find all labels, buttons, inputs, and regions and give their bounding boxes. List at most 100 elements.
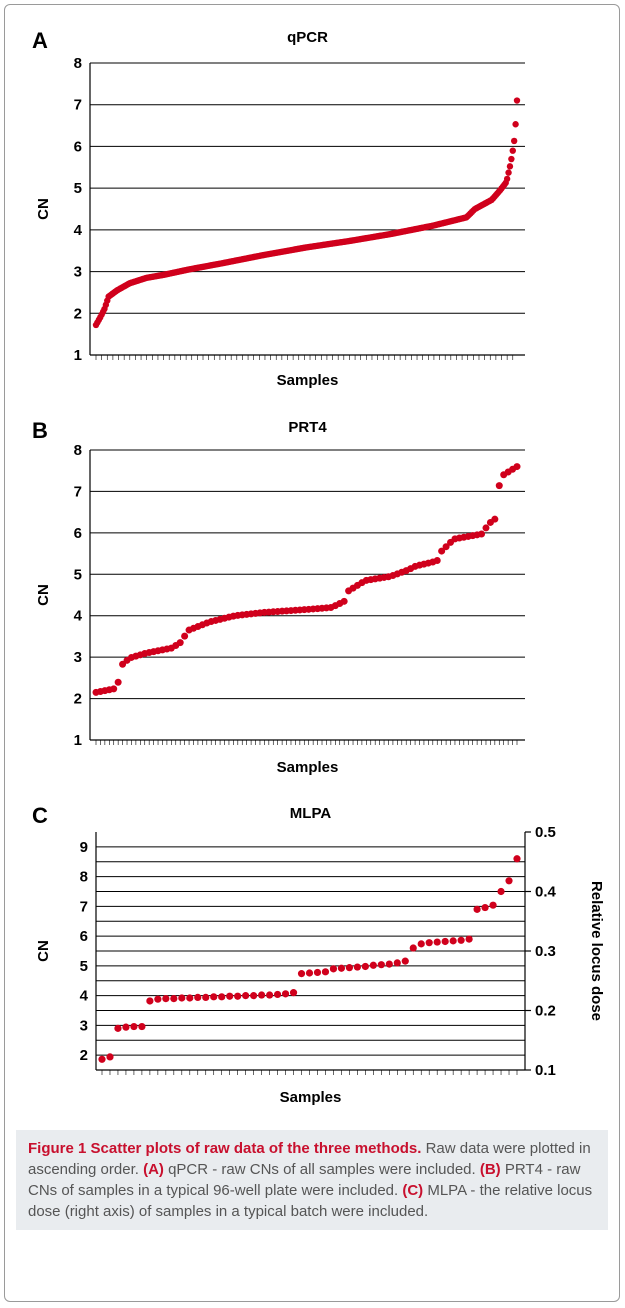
- panel-letter: C: [32, 803, 48, 828]
- data-point: [181, 632, 189, 640]
- data-point: [273, 990, 282, 999]
- data-point: [258, 991, 266, 999]
- data-point: [313, 968, 322, 977]
- data-point: [495, 482, 503, 490]
- y-tick-label: 2: [74, 691, 82, 708]
- y-tick-label: 3: [74, 264, 82, 281]
- data-point: [218, 993, 226, 1001]
- data-point: [465, 935, 473, 943]
- y-tick-label: 2: [74, 305, 82, 322]
- data-point: [242, 992, 250, 1000]
- data-point: [508, 155, 515, 163]
- x-axis-label: Samples: [277, 759, 339, 776]
- data-point: [417, 940, 425, 948]
- figure-frame: [4, 4, 620, 1302]
- y-tick-label: 7: [74, 483, 82, 500]
- chart-title: PRT4: [288, 419, 327, 436]
- panel-letter: B: [32, 418, 48, 443]
- y-tick-label: 6: [80, 928, 88, 945]
- data-point: [482, 524, 490, 532]
- data-point: [289, 989, 298, 997]
- y-tick-label: 8: [74, 55, 82, 72]
- x-axis-label: Samples: [277, 372, 339, 389]
- data-point: [234, 992, 242, 1000]
- data-point: [321, 968, 330, 976]
- panel-letter: A: [32, 28, 48, 53]
- data-point: [513, 855, 521, 863]
- data-point: [512, 121, 519, 128]
- data-point: [186, 994, 194, 1002]
- caption-label-b: (B): [479, 1161, 501, 1178]
- data-point: [385, 960, 393, 968]
- chart-title: MLPA: [290, 805, 332, 822]
- data-point: [497, 887, 505, 896]
- y-tick-label: 5: [74, 180, 82, 197]
- y-tick-label: 9: [80, 839, 88, 856]
- data-point: [449, 937, 457, 945]
- data-point: [210, 993, 218, 1001]
- data-point: [433, 938, 441, 946]
- data-point: [170, 995, 178, 1003]
- data-point: [114, 678, 122, 686]
- data-point: [506, 163, 514, 170]
- y-tick-label: 1: [74, 732, 82, 749]
- y-tick-label: 4: [74, 608, 83, 625]
- data-point: [106, 1053, 114, 1061]
- data-point: [98, 1055, 106, 1063]
- data-point: [377, 961, 385, 969]
- y-axis-label: CN: [35, 584, 52, 606]
- data-point: [178, 994, 186, 1002]
- data-point: [345, 964, 354, 972]
- caption-text-b: PRT4 - raw CNs of samples in a typical 9…: [28, 1161, 581, 1199]
- y2-axis-label: Relative locus dose: [588, 881, 605, 1021]
- figure-caption: Figure 1 Scatter plots of raw data of th…: [16, 1130, 608, 1230]
- data-point: [505, 169, 512, 176]
- data-point: [110, 685, 118, 693]
- data-point: [194, 993, 202, 1002]
- y-tick-label: 7: [80, 898, 88, 915]
- data-point: [503, 175, 511, 183]
- data-point: [226, 992, 234, 1000]
- data-point: [154, 995, 162, 1003]
- y-tick-label: 5: [74, 566, 82, 583]
- y-tick-label: 4: [74, 222, 83, 239]
- y-tick-label: 3: [80, 1017, 88, 1034]
- data-point: [130, 1022, 138, 1031]
- data-point: [513, 97, 521, 104]
- y-axis-label: CN: [35, 940, 52, 962]
- data-point: [457, 936, 465, 944]
- caption-label-a: (A): [143, 1161, 164, 1178]
- data-point: [265, 991, 274, 999]
- data-point: [510, 137, 518, 145]
- y-tick-label: 2: [80, 1047, 88, 1064]
- data-point: [250, 992, 258, 1000]
- data-point: [297, 970, 306, 978]
- data-point: [114, 1024, 122, 1032]
- y-tick-label: 7: [74, 97, 82, 114]
- y-tick-label: 6: [74, 525, 82, 542]
- data-point: [361, 962, 369, 971]
- data-point: [393, 959, 401, 967]
- data-point: [146, 997, 154, 1005]
- data-point: [442, 543, 450, 551]
- data-point: [329, 965, 338, 973]
- data-point: [162, 995, 170, 1003]
- caption-label-c: (C): [402, 1182, 424, 1199]
- data-point: [425, 939, 433, 947]
- data-point: [478, 530, 486, 538]
- y-tick-label: 6: [74, 138, 82, 155]
- caption-text-c: MLPA - the relative locus dose (right ax…: [28, 1182, 593, 1220]
- data-point: [401, 957, 409, 965]
- y-tick-label: 1: [74, 347, 82, 364]
- y-tick-label: 4: [80, 988, 89, 1005]
- caption-text-a: qPCR - raw CNs of all samples were inclu…: [163, 1161, 480, 1178]
- data-point: [438, 547, 446, 555]
- y-tick-label: 3: [74, 649, 82, 666]
- y2-tick-label: 0.5: [535, 824, 556, 841]
- x-axis-label: Samples: [280, 1089, 342, 1106]
- y2-tick-label: 0.3: [535, 943, 556, 960]
- data-point: [489, 901, 497, 909]
- data-point: [505, 877, 513, 885]
- data-point: [122, 1023, 130, 1031]
